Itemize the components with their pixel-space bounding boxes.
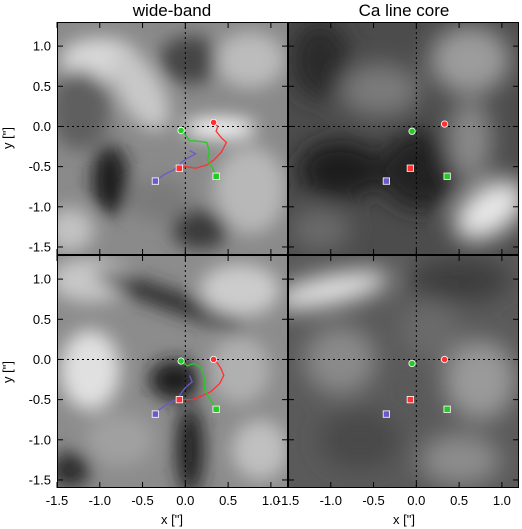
marker-square-red — [175, 396, 183, 404]
track-red — [179, 121, 228, 169]
marker-circle-green — [177, 357, 185, 365]
marker-circle-green — [408, 359, 416, 368]
x-tick-label: 0.5 — [219, 493, 237, 508]
panel-3 — [57, 255, 288, 488]
x-tick-label: -1.5 — [46, 493, 68, 508]
xlabel-right: x ["] — [393, 512, 415, 527]
marker-circle-red — [440, 120, 449, 128]
marker-square-blue — [151, 410, 159, 418]
track-red — [179, 358, 225, 401]
marker-square-blue — [382, 410, 390, 418]
panel-image-top-left — [57, 22, 288, 255]
marker-circle-green — [177, 126, 185, 135]
x-tick-label-right: 0.5 — [450, 493, 468, 508]
marker-circle-red — [209, 118, 218, 127]
axes-layer: -1.5-1.0-0.50.00.51.0-1.5-1.0-0.50.00.51… — [29, 22, 519, 508]
track-green — [180, 360, 217, 410]
y-tick-label: -1.5 — [29, 472, 51, 487]
marker-square-red — [406, 164, 414, 172]
y-tick-label: -0.5 — [29, 159, 51, 174]
y-tick-label: -0.5 — [29, 392, 51, 407]
data-layer — [57, 22, 519, 488]
y-tick-label: 0.5 — [33, 79, 51, 94]
track-blue — [155, 150, 197, 182]
panel-4 — [288, 255, 519, 488]
marker-square-blue — [151, 177, 159, 185]
ticks-panel-4 — [287, 255, 519, 488]
marker-square-red — [175, 164, 183, 172]
ylabel-top: y ["] — [0, 127, 15, 149]
column-title-ca-line-core: Ca line core — [359, 1, 450, 20]
y-tick-label: 0.5 — [33, 312, 51, 327]
ticks-panel-1 — [56, 22, 288, 255]
marker-square-green — [212, 172, 220, 180]
ylabel-bottom: y ["] — [0, 361, 15, 383]
x-tick-label-right: -0.5 — [362, 493, 384, 508]
x-tick-label-right: -1.5 — [277, 493, 299, 508]
marker-circle-red — [209, 355, 218, 364]
column-title-wide-band: wide-band — [132, 1, 211, 20]
y-tick-label: 1.0 — [33, 272, 51, 287]
marker-square-green — [443, 405, 451, 413]
y-tick-label: -1.5 — [29, 239, 51, 254]
marker-circle-green — [408, 127, 416, 135]
y-tick-label: 1.0 — [33, 39, 51, 54]
track-green — [180, 130, 217, 177]
x-tick-label: 1.0 — [262, 493, 280, 508]
panel-frames — [57, 22, 519, 488]
ticks-panel-3 — [56, 255, 288, 488]
y-tick-label: -1.0 — [29, 432, 51, 447]
marker-square-green — [443, 172, 451, 180]
xlabel-left: x ["] — [161, 512, 183, 527]
ticks-panel-2 — [287, 22, 519, 255]
y-tick-label: 0.0 — [33, 119, 51, 134]
y-tick-label: 0.0 — [33, 352, 51, 367]
x-tick-label: -1.0 — [89, 493, 111, 508]
panel-image-top-right — [288, 22, 519, 255]
panel-2 — [288, 22, 519, 255]
x-tick-label-right: -1.0 — [320, 493, 342, 508]
x-tick-label-right: 1.0 — [493, 493, 511, 508]
marker-square-red — [406, 396, 414, 404]
y-tick-label: -1.0 — [29, 199, 51, 214]
x-tick-label: -0.5 — [131, 493, 153, 508]
marker-circle-red — [440, 355, 449, 364]
marker-square-blue — [382, 177, 390, 185]
x-tick-label-right: 0.0 — [407, 493, 425, 508]
panel-image-bottom-left — [57, 255, 288, 488]
panel-1 — [57, 22, 288, 255]
marker-square-green — [212, 405, 220, 413]
panel-image-bottom-right — [288, 255, 519, 488]
x-tick-label: 0.0 — [176, 493, 194, 508]
